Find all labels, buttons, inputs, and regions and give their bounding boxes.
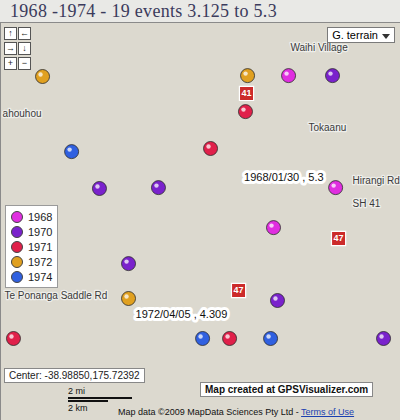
html-text:Map created at GPSVisualizer.c: Map created at GPSVisualizer.com xyxy=(205,384,369,395)
html-text:G. terrain: G. terrain xyxy=(332,29,378,41)
svg-text:1972/04/05 , 4.309: 1972/04/05 , 4.309 xyxy=(136,308,228,320)
html-text:2 mi: 2 mi xyxy=(68,386,85,396)
svg-text:SH 41: SH 41 xyxy=(353,198,381,209)
svg-text:Te Ponanga Saddle Rd: Te Ponanga Saddle Rd xyxy=(4,290,107,301)
svg-text:47: 47 xyxy=(334,233,344,243)
svg-text:41: 41 xyxy=(242,88,252,98)
html-text:1974: 1974 xyxy=(28,270,53,283)
svg-text:ahouhou: ahouhou xyxy=(3,108,42,119)
svg-text:Waihi Village: Waihi Village xyxy=(290,42,348,53)
html-text:1972: 1972 xyxy=(28,255,53,268)
svg-text:1968/01/30 , 5.3: 1968/01/30 , 5.3 xyxy=(244,171,324,183)
svg-text:Hirangi Rd: Hirangi Rd xyxy=(353,175,400,186)
html-text:2 km: 2 km xyxy=(68,403,88,413)
html-text:1971: 1971 xyxy=(28,240,53,253)
html-text:Map data ©2009 MapData Science: Map data ©2009 MapData Sciences Pty Ltd … xyxy=(118,407,355,417)
html-text:1970: 1970 xyxy=(28,225,53,238)
html-text:Center: -38.98850,175.72392: Center: -38.98850,175.72392 xyxy=(9,370,140,381)
html-text:1968 -1974 - 19 events 3.125 t: 1968 -1974 - 19 events 3.125 to 5.3 xyxy=(10,1,277,21)
html-text:1968: 1968 xyxy=(28,210,53,223)
svg-text:47: 47 xyxy=(234,285,244,295)
svg-text:Tokaanu: Tokaanu xyxy=(308,122,346,133)
